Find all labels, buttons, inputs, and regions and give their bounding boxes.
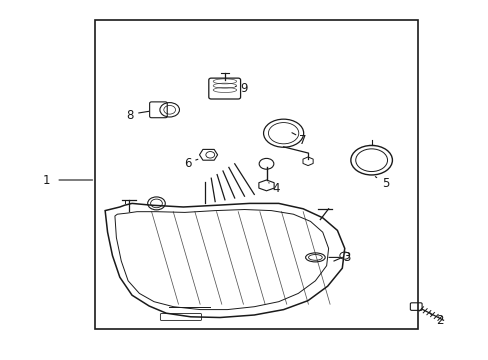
Text: 5: 5	[382, 177, 389, 190]
Text: 9: 9	[240, 82, 248, 95]
Text: 1: 1	[42, 174, 50, 186]
Text: 2: 2	[435, 314, 443, 327]
Text: 6: 6	[184, 157, 192, 170]
Text: 4: 4	[272, 183, 280, 195]
Text: 7: 7	[299, 134, 306, 147]
Text: 3: 3	[343, 251, 350, 264]
Bar	[95, 20, 417, 329]
Text: 8: 8	[125, 109, 133, 122]
